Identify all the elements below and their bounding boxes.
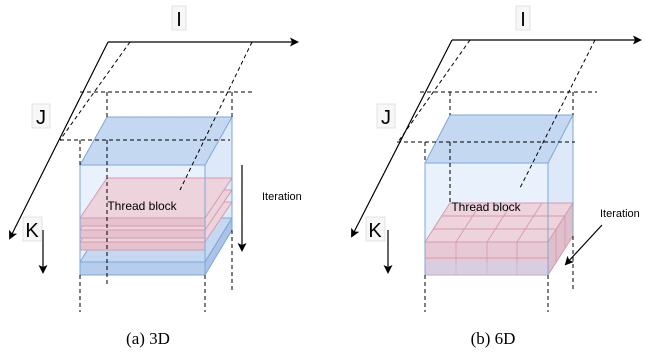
axis-j-label: J (381, 107, 391, 129)
top-slab (424, 114, 574, 164)
thread-block-stack (79, 177, 233, 251)
caption-a: (a) 3D (126, 329, 170, 348)
thread-block-6d (424, 201, 574, 277)
axis-k-label: K (25, 220, 39, 242)
i-label-box (515, 5, 531, 31)
panel-3d: I J K Thread block Iteration (a) 3D (9, 5, 302, 348)
k-axis-arrow (351, 39, 453, 238)
k-axis-arrow (9, 41, 109, 240)
volume-outline (424, 115, 574, 275)
k-label-box (22, 216, 43, 242)
axes (9, 37, 299, 274)
axis-k-label: K (368, 220, 382, 242)
caption-b: (b) 6D (471, 329, 516, 348)
volume-outline (79, 117, 233, 275)
k-label-box (365, 216, 386, 242)
guide-lines (397, 39, 597, 312)
block-grid (425, 202, 566, 275)
thread-block-label: Thread block (107, 199, 177, 213)
axes (351, 35, 642, 274)
panel-6d: I J K Thread block Iteration (b) 6D (351, 5, 642, 348)
axis-i-label: I (520, 9, 526, 31)
j-label-box (31, 103, 51, 129)
iteration-label: Iteration (262, 191, 302, 203)
j-label-box (376, 103, 396, 129)
thread-block-label: Thread block (451, 200, 521, 214)
guide-lines (59, 41, 255, 312)
axis-j-label: J (36, 107, 46, 129)
i-label-box (171, 5, 187, 31)
axis-i-label: I (176, 9, 182, 31)
iteration-label: Iteration (600, 208, 640, 220)
iteration-arrow (564, 224, 603, 266)
top-slab (79, 116, 233, 166)
